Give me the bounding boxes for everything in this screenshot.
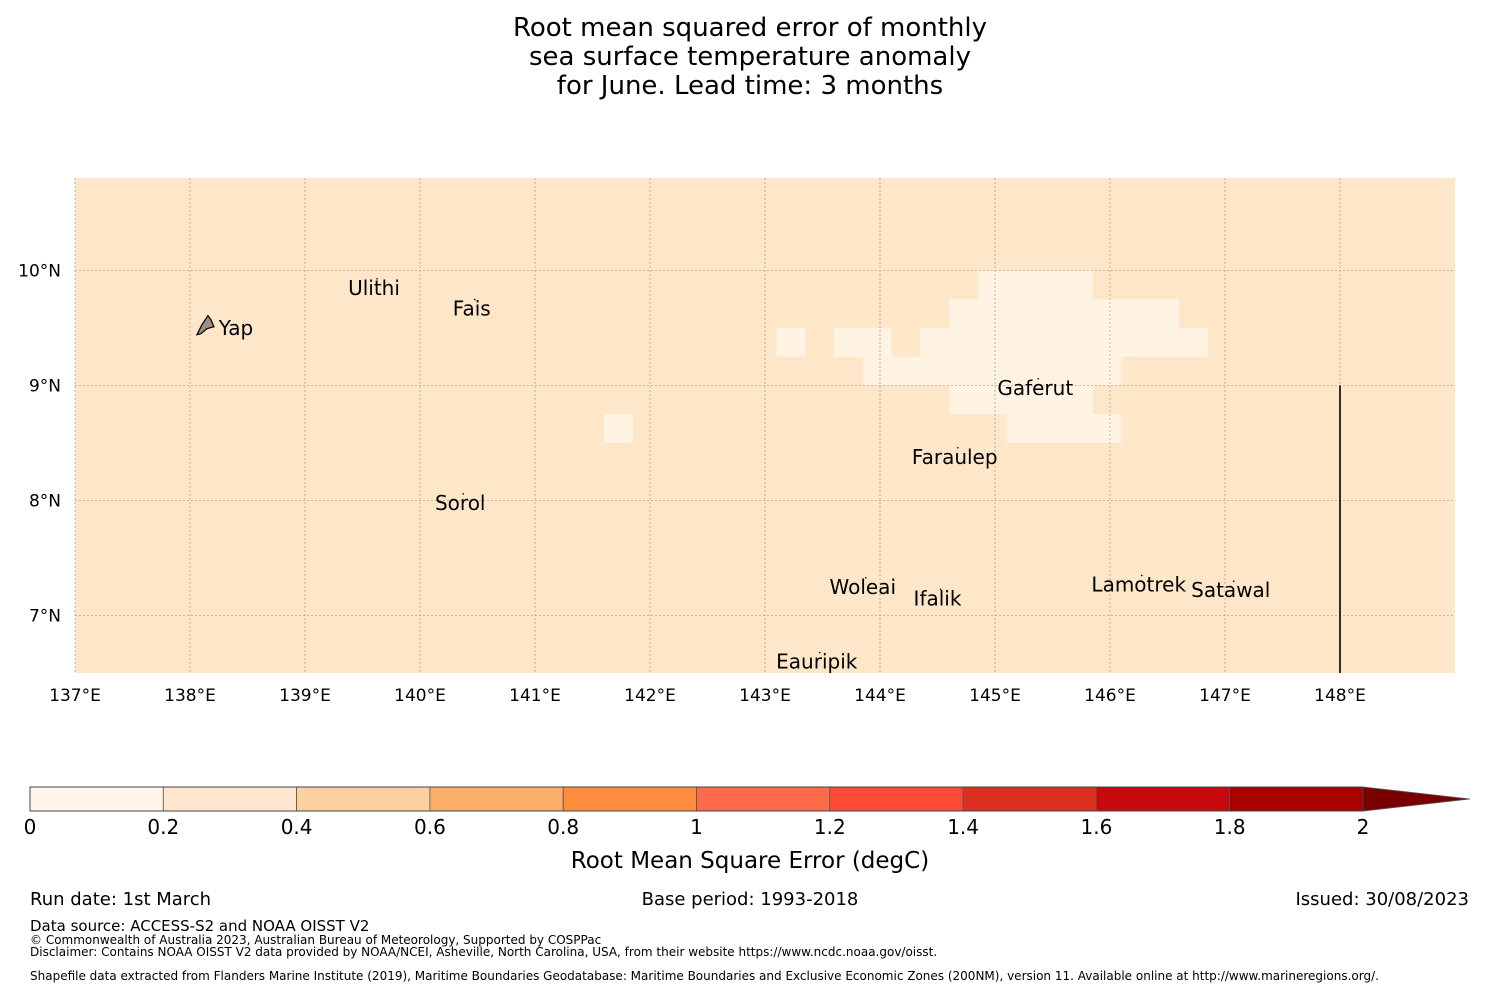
colorbar-segment xyxy=(29,786,164,812)
island-label: Sorol xyxy=(435,491,486,515)
lon-tick-label: 145°E xyxy=(969,686,1021,706)
title-line-2: sea surface temperature anomaly xyxy=(529,42,971,72)
island-label: Lamotrek xyxy=(1091,572,1186,596)
colorbar-tick-label: 0.4 xyxy=(281,815,313,839)
lat-tick-label: 8°N xyxy=(29,492,61,512)
lon-tick-label: 137°E xyxy=(49,686,101,706)
data-source: Data source: ACCESS-S2 and NOAA OISST V2 xyxy=(30,917,370,935)
island-label: Eauripik xyxy=(776,650,858,674)
colorbar-segment xyxy=(1229,786,1364,812)
island-dot xyxy=(1140,574,1143,577)
island-label: Ulithi xyxy=(348,276,400,300)
rmse-cell xyxy=(1006,414,1122,443)
shapefile-credit: Shapefile data extracted from Flanders M… xyxy=(30,969,1379,983)
lon-tick-label: 139°E xyxy=(279,686,331,706)
copyright: © Commonwealth of Australia 2023, Austra… xyxy=(30,933,602,947)
colorbar-frame xyxy=(29,786,1364,812)
disclaimer: Disclaimer: Contains NOAA OISST V2 data … xyxy=(30,945,938,959)
island-dot xyxy=(1037,378,1040,380)
colorbar-tick-label: 0.6 xyxy=(414,815,446,839)
colorbar-label: Root Mean Square Error (degC) xyxy=(571,848,929,874)
lat-tick-label: 9°N xyxy=(29,377,61,397)
issued-date: Issued: 30/08/2023 xyxy=(1295,889,1469,910)
rmse-cell xyxy=(604,414,633,443)
island-dot xyxy=(818,651,821,654)
lon-tick-label: 148°E xyxy=(1314,686,1366,706)
island-dot xyxy=(939,588,942,591)
rmse-cell xyxy=(891,356,1122,386)
title-line-3: for June. Lead time: 3 months xyxy=(556,71,944,101)
colorbar-tick-label: 1.4 xyxy=(947,815,979,839)
island-label: Woleai xyxy=(829,575,896,599)
island-label: Faraulep xyxy=(912,445,998,469)
colorbar-segment xyxy=(162,786,298,812)
colorbar-segment xyxy=(829,786,964,812)
colorbar-tick-label: 1.2 xyxy=(814,815,846,839)
colorbar-segment xyxy=(296,786,431,812)
lon-tick-label: 144°E xyxy=(854,686,906,706)
lon-tick-label: 141°E xyxy=(509,686,561,706)
chart-title: Root mean squared error of monthly sea s… xyxy=(0,14,1500,101)
colorbar-tick-label: 1.6 xyxy=(1080,815,1112,839)
run-date: Run date: 1st March xyxy=(30,889,212,910)
rmse-cell xyxy=(949,385,1093,415)
base-period: Base period: 1993-2018 xyxy=(641,889,859,910)
rmse-cell xyxy=(977,270,1093,300)
colorbar-tick-label: 0.8 xyxy=(547,815,579,839)
lon-tick-label: 138°E xyxy=(164,686,216,706)
title-line-1: Root mean squared error of monthly xyxy=(512,13,988,43)
island-dot xyxy=(1232,580,1235,582)
map-panel: 137°E 138°E 139°E 140°E 141°E 142°E 143°E 144°E… xyxy=(18,178,1455,706)
rmse-cell xyxy=(776,328,806,357)
lon-tick-label: 146°E xyxy=(1084,686,1136,706)
island-label: Fais xyxy=(453,296,491,320)
rmse-cell xyxy=(834,328,892,357)
island-dot xyxy=(473,298,476,301)
lon-tick-label: 147°E xyxy=(1199,686,1251,706)
colorbar-segment xyxy=(562,786,697,812)
lat-tick-label: 10°N xyxy=(18,262,61,282)
colorbar-segment xyxy=(696,786,831,812)
colorbar-segment xyxy=(1096,786,1231,812)
lon-tick-label: 142°E xyxy=(624,686,676,706)
rmse-cell xyxy=(920,328,1208,357)
colorbar-segment xyxy=(429,786,564,812)
colorbar-tick-label: 1 xyxy=(690,815,703,839)
colorbar: 0 0.2 0.4 0.6 0.8 1 1.2 1.4 1.6 1.8 2 Root Mean Squ… xyxy=(24,786,1471,874)
colorbar-tick-label: 0 xyxy=(24,815,37,839)
rmse-cell xyxy=(862,356,892,386)
rmse-cell xyxy=(949,299,1179,328)
colorbar-extend-arrow xyxy=(1362,786,1471,812)
island-dot xyxy=(376,277,378,280)
yap-island-shape xyxy=(195,314,215,336)
lon-tick-label: 140°E xyxy=(394,686,446,706)
colorbar-tick-label: 1.8 xyxy=(1214,815,1246,839)
colorbar-tick-label: 0.2 xyxy=(147,815,179,839)
island-dot xyxy=(956,447,959,449)
island-label: Satawal xyxy=(1191,578,1270,602)
island-dot xyxy=(462,493,465,495)
island-label: Gaferut xyxy=(997,376,1073,400)
island-dot xyxy=(864,576,867,579)
lon-tick-label: 143°E xyxy=(739,686,791,706)
lat-tick-label: 7°N xyxy=(29,607,61,627)
colorbar-segment xyxy=(962,786,1097,812)
colorbar-tick-label: 2 xyxy=(1357,815,1370,839)
island-label: Yap xyxy=(218,316,253,340)
island-label: Ifalik xyxy=(914,586,962,610)
